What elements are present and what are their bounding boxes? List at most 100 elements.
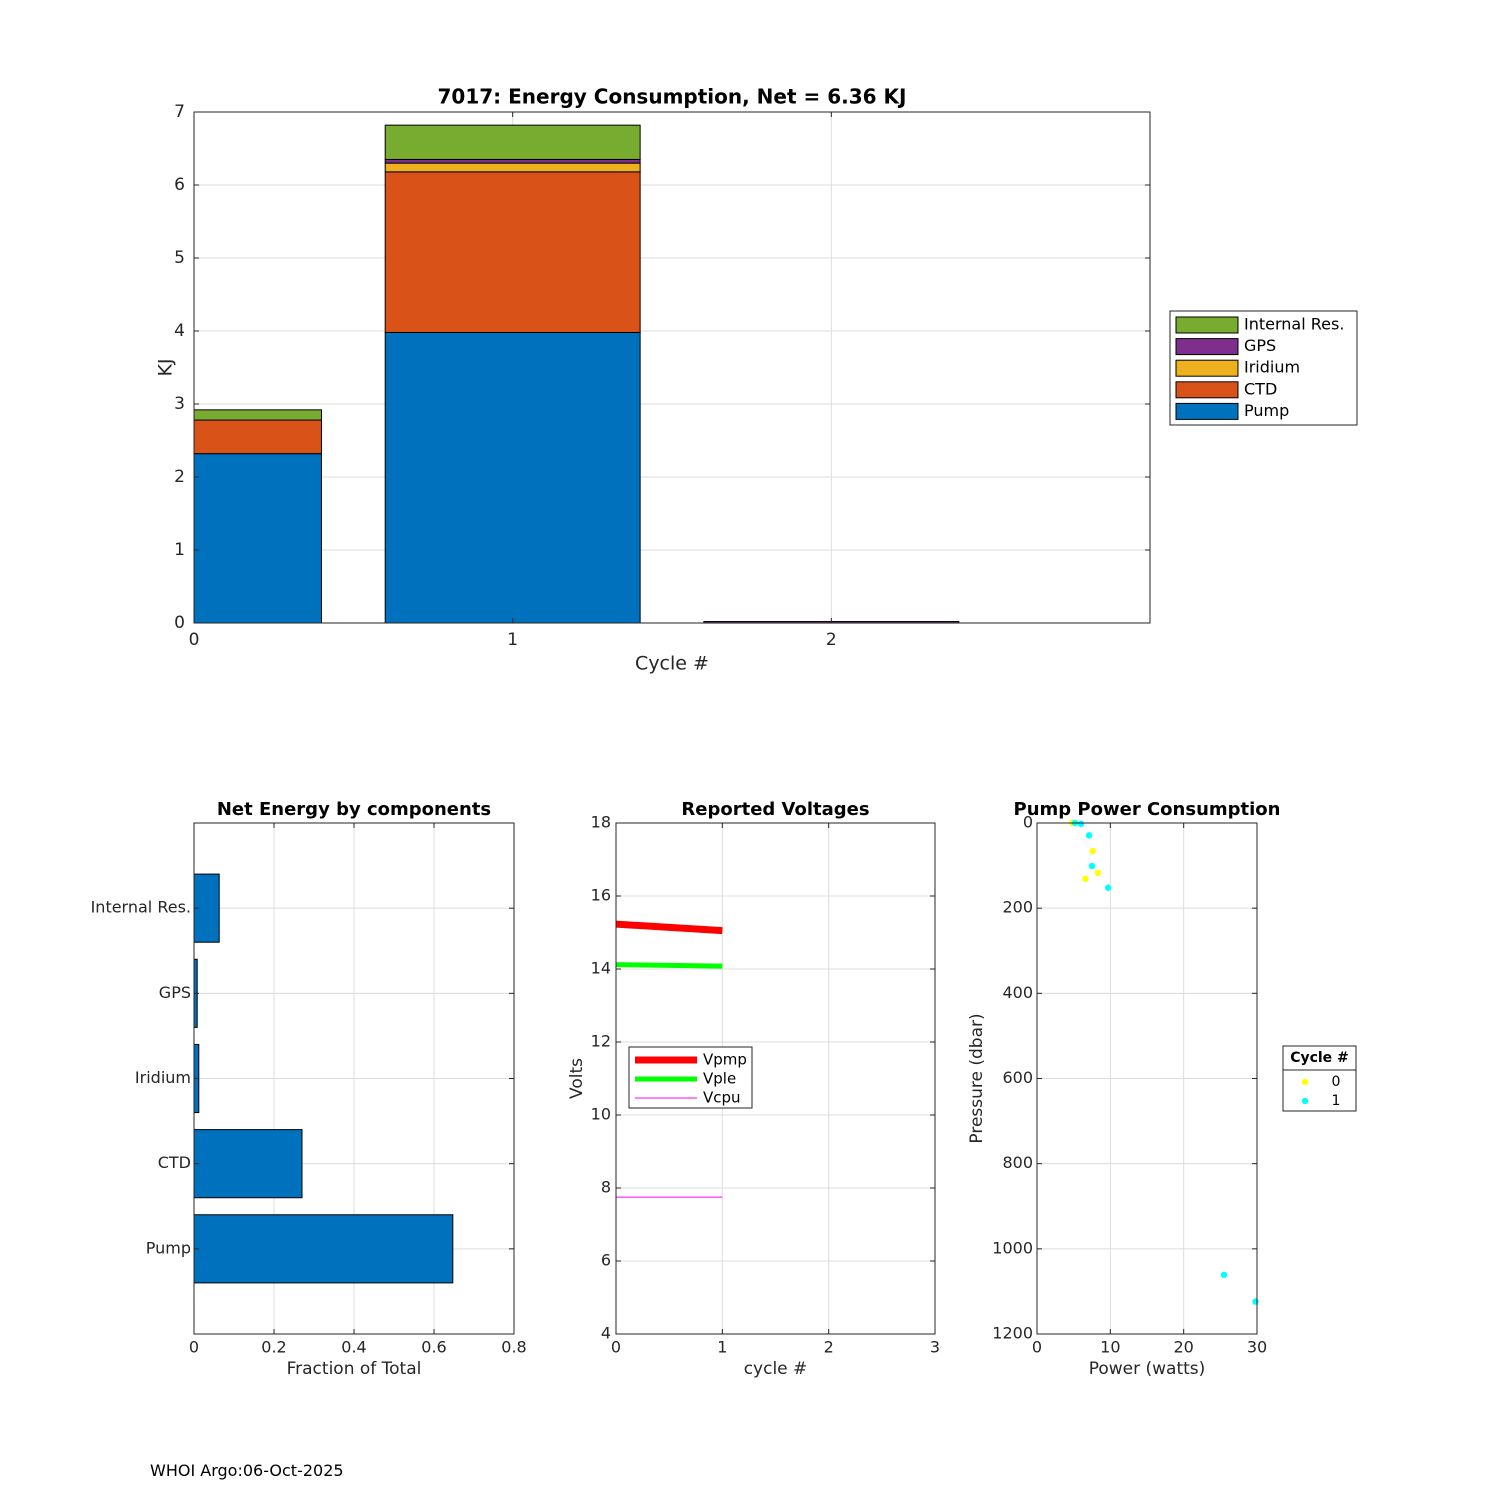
pressure-power-point: [1089, 847, 1096, 855]
pressure-power-point: [1104, 884, 1112, 891]
plot-area: [194, 112, 1150, 623]
x-axis-label: cycle #: [744, 1359, 808, 1379]
legend-swatch: [1301, 1078, 1309, 1086]
legend-entry: Pump: [1244, 401, 1289, 420]
x-tick-label: 0: [189, 630, 200, 650]
legend-entry: GPS: [1244, 336, 1276, 355]
legend-entry: CTD: [1244, 379, 1277, 398]
x-axis-label: Fraction of Total: [287, 1359, 422, 1379]
y-tick-label: 400: [1002, 983, 1033, 1002]
chart-title: 7017: Energy Consumption, Net = 6.36 KJ: [438, 85, 907, 109]
y-tick-label: 16: [591, 886, 611, 905]
x-tick-label: 1: [507, 630, 518, 650]
legend-swatch: [1175, 338, 1239, 356]
y-tick-label: 8: [601, 1178, 611, 1197]
y-tick-label: 14: [591, 959, 611, 978]
x-tick-label: 20: [1173, 1338, 1193, 1357]
fraction-bar: [193, 1214, 454, 1284]
y-tick-label: 1000: [992, 1238, 1033, 1257]
pressure-power-point: [1085, 832, 1093, 839]
x-axis-label: Power (watts): [1089, 1359, 1206, 1379]
legend-swatch: [1175, 381, 1239, 399]
legend-swatch: [1175, 316, 1239, 334]
y-tick-label: Iridium: [135, 1068, 191, 1087]
chart-title: Net Energy by components: [217, 799, 491, 820]
energy-bar: [193, 419, 322, 455]
pressure-power-point: [1252, 1298, 1259, 1305]
y-axis-label: Volts: [567, 1058, 587, 1099]
pump-legend: [1282, 1045, 1357, 1112]
legend-entry: Vcpu: [703, 1089, 741, 1107]
y-tick-label: 0: [1023, 813, 1033, 832]
voltage-line: [615, 962, 723, 969]
energy-bar: [193, 453, 322, 624]
y-axis-label: Pressure (dbar): [967, 1013, 987, 1143]
y-tick-label: 6: [174, 175, 185, 195]
energy-axes-frame: [193, 111, 1151, 624]
pressure-power-point: [1094, 869, 1102, 877]
voltage-line: [615, 920, 723, 935]
y-tick-label: 3: [174, 394, 185, 414]
x-tick-label: 0: [189, 1338, 199, 1357]
chart-title: Pump Power Consumption: [1014, 799, 1281, 820]
chart-title: Reported Voltages: [681, 799, 869, 820]
fraction-bar: [193, 1129, 303, 1199]
x-tick-label: 2: [824, 1338, 834, 1357]
energy-bar: [193, 409, 322, 421]
y-tick-label: 1: [174, 540, 185, 560]
y-tick-label: 18: [591, 813, 611, 832]
legend-entry: Vpmp: [703, 1051, 747, 1069]
pressure-power-point: [1082, 875, 1089, 882]
energy-bar: [384, 124, 641, 160]
y-tick-label: 1200: [992, 1324, 1033, 1343]
legend-entry: 0: [1332, 1074, 1341, 1090]
y-tick-label: 10: [591, 1105, 611, 1124]
y-tick-label: Pump: [146, 1238, 191, 1257]
legend-swatch: [1175, 359, 1239, 377]
y-tick-label: 5: [174, 248, 185, 268]
x-tick-label: 0: [1032, 1338, 1042, 1357]
y-tick-label: 7: [174, 102, 185, 122]
x-tick-label: 0.8: [501, 1338, 526, 1357]
x-tick-label: 0.2: [261, 1338, 286, 1357]
y-tick-label: 2: [174, 467, 185, 487]
y-tick-label: GPS: [159, 983, 191, 1002]
y-tick-label: 0: [174, 613, 185, 633]
x-axis-label: Cycle #: [635, 653, 709, 675]
y-tick-label: 200: [1002, 898, 1033, 917]
pressure-power-point: [1220, 1271, 1228, 1279]
footer-text: WHOI Argo:06-Oct-2025: [150, 1461, 344, 1480]
x-tick-label: 0.4: [341, 1338, 366, 1357]
energy-bar: [384, 331, 641, 624]
energy-bar: [384, 171, 641, 333]
y-tick-label: 12: [591, 1032, 611, 1051]
legend-entry: Internal Res.: [1244, 315, 1344, 334]
legend-swatch: [1301, 1097, 1309, 1105]
x-tick-label: 30: [1247, 1338, 1267, 1357]
x-tick-label: 10: [1100, 1338, 1120, 1357]
voltage-axes-frame: [615, 822, 936, 1335]
x-tick-label: 3: [930, 1338, 940, 1357]
y-tick-label: CTD: [158, 1153, 191, 1172]
energy-bar: [384, 158, 641, 164]
legend-entry: 1: [1332, 1093, 1341, 1109]
x-tick-label: 0.6: [421, 1338, 446, 1357]
y-tick-label: 800: [1002, 1153, 1033, 1172]
x-tick-label: 2: [826, 630, 837, 650]
legend-title: Cycle #: [1290, 1050, 1349, 1066]
y-tick-label: 6: [601, 1251, 611, 1270]
pressure-power-point: [1088, 862, 1096, 870]
energy-bar: [384, 162, 641, 173]
legend-entry: Vple: [703, 1070, 736, 1088]
x-tick-label: 1: [717, 1338, 727, 1357]
y-tick-label: 4: [174, 321, 185, 341]
legend-swatch: [1175, 402, 1239, 420]
legend-entry: Iridium: [1244, 358, 1300, 377]
y-tick-label: 4: [601, 1324, 611, 1343]
y-tick-label: 600: [1002, 1068, 1033, 1087]
x-tick-label: 0: [611, 1338, 621, 1357]
pressure-power-point: [1077, 820, 1085, 828]
y-tick-label: Internal Res.: [91, 898, 191, 917]
y-axis-label: KJ: [155, 358, 177, 376]
